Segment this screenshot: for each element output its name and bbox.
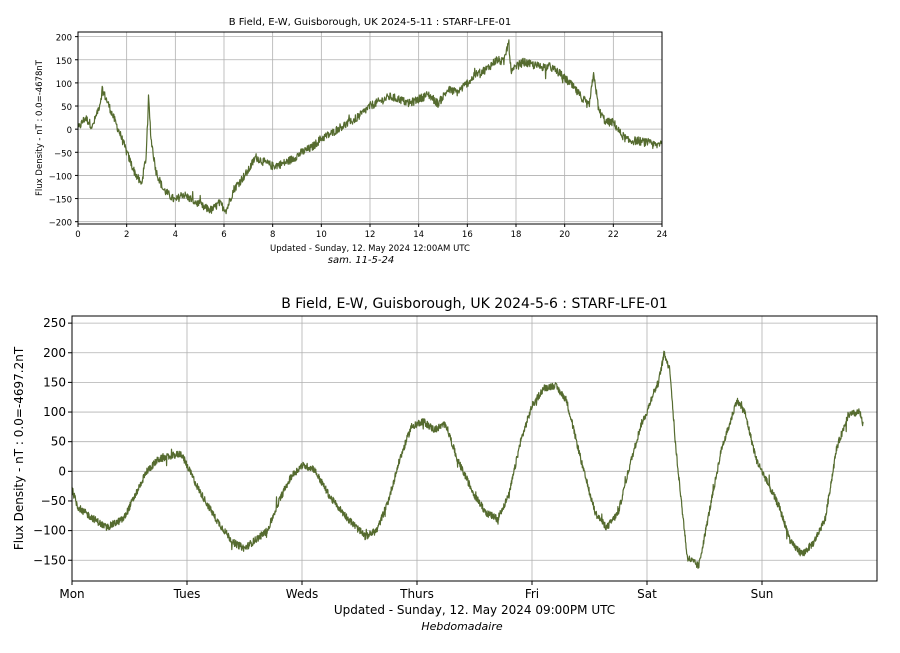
x-tick-label: 14 [413, 230, 424, 240]
x-tick-label: 24 [657, 230, 668, 240]
y-tick-label: 0 [58, 464, 66, 478]
y-tick-label: −50 [54, 149, 72, 159]
x-axis-label: Updated - Sunday, 12. May 2024 12:00AM U… [270, 244, 470, 254]
y-tick-label: −150 [49, 196, 72, 206]
y-tick-label: −50 [41, 494, 66, 508]
data-line [71, 350, 864, 569]
chart-1 [75, 31, 663, 227]
x-tick-label: 0 [75, 230, 80, 240]
x-tick-label: Fri [525, 587, 539, 601]
chart-caption: sam. 11-5-24 [328, 255, 394, 266]
y-tick-label: 250 [43, 316, 66, 330]
x-tick-label: 22 [608, 230, 619, 240]
y-tick-label: 50 [51, 435, 66, 449]
y-tick-label: 100 [56, 80, 72, 90]
x-tick-label: 2 [124, 230, 129, 240]
y-tick-label: 50 [61, 103, 72, 113]
x-tick-label: 18 [511, 230, 522, 240]
y-tick-label: −200 [49, 219, 72, 229]
x-tick-label: 20 [559, 230, 570, 240]
x-tick-label: 6 [221, 230, 226, 240]
x-tick-label: 10 [316, 230, 327, 240]
x-tick-label: Tues [173, 587, 201, 601]
y-axis-label: Flux Density - nT : 0.0=-4678nT [35, 59, 45, 196]
x-tick-label: Mon [59, 587, 84, 601]
y-tick-label: 150 [56, 57, 72, 67]
chart-title: B Field, E-W, Guisborough, UK 2024-5-11 … [229, 17, 512, 28]
y-tick-label: 200 [43, 346, 66, 360]
chart-title: B Field, E-W, Guisborough, UK 2024-5-6 :… [281, 296, 668, 312]
y-axis-label: Flux Density - nT : 0.0=-4697.2nT [12, 346, 26, 550]
x-tick-label: 4 [173, 230, 178, 240]
x-tick-label: Sat [637, 587, 657, 601]
x-tick-label: Thurs [399, 587, 434, 601]
x-tick-label: Weds [286, 587, 318, 601]
x-tick-label: Sun [751, 587, 774, 601]
chart-caption: Hebdomadaire [421, 620, 502, 633]
y-tick-label: 0 [67, 126, 72, 136]
y-tick-label: −100 [49, 172, 72, 182]
y-tick-label: 200 [56, 34, 72, 44]
y-tick-label: 150 [43, 375, 66, 389]
x-axis-label: Updated - Sunday, 12. May 2024 09:00PM U… [334, 603, 615, 617]
y-tick-label: 100 [43, 405, 66, 419]
x-tick-label: 16 [462, 230, 473, 240]
x-tick-label: 8 [270, 230, 275, 240]
plot-frame [71, 315, 878, 582]
x-tick-label: 12 [365, 230, 376, 240]
chart-2 [68, 315, 878, 585]
data-line [77, 39, 663, 215]
y-tick-label: −100 [33, 524, 66, 538]
y-tick-label: −150 [33, 553, 66, 567]
